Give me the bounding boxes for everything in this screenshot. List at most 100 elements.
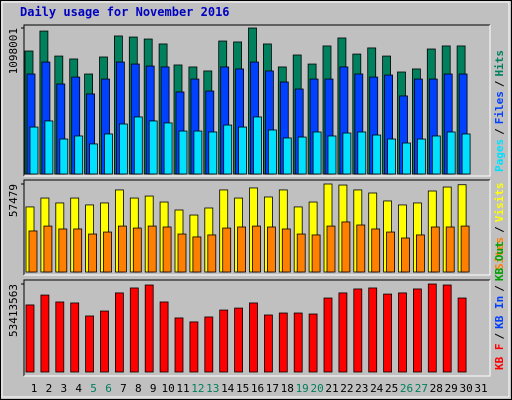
plot-bevel <box>23 24 490 176</box>
bar <box>147 225 157 273</box>
bar <box>387 138 397 175</box>
legend-entry: Hits <box>493 50 506 77</box>
bar <box>28 230 38 273</box>
x-tick-label: 11 <box>176 382 189 395</box>
bar <box>58 228 68 273</box>
bar <box>263 314 273 373</box>
bar <box>327 135 337 175</box>
bar <box>457 297 467 373</box>
bar <box>103 231 112 273</box>
x-tick-label: 7 <box>120 382 127 395</box>
legend-separator: / <box>493 226 506 233</box>
bar <box>427 283 437 373</box>
x-tick-label: 10 <box>161 382 174 395</box>
bar <box>312 131 322 175</box>
bar <box>296 233 306 273</box>
bar <box>368 287 378 373</box>
bar <box>371 228 381 273</box>
plot-bevel <box>24 25 491 177</box>
x-tick-label: 27 <box>415 382 428 395</box>
x-tick-label: 29 <box>445 382 458 395</box>
bar <box>323 297 333 373</box>
bar <box>59 138 69 175</box>
bar <box>207 234 217 273</box>
bar <box>442 284 452 373</box>
bar <box>193 130 203 175</box>
bar <box>342 132 352 175</box>
x-tick-label: 6 <box>105 382 112 395</box>
bar <box>178 130 188 175</box>
legend-entry: Sites <box>493 237 506 270</box>
bar <box>118 225 127 273</box>
x-tick-label: 21 <box>325 382 338 395</box>
bar <box>238 126 248 175</box>
x-tick-label: 23 <box>355 382 368 395</box>
legend-separator: / <box>493 333 506 340</box>
x-tick-label: 26 <box>400 382 413 395</box>
bar <box>129 287 139 373</box>
bar <box>223 124 233 175</box>
bar <box>249 302 258 373</box>
bar <box>445 226 455 273</box>
bar <box>308 313 318 373</box>
x-tick-label: 18 <box>281 382 294 395</box>
bar <box>159 301 169 373</box>
bar <box>144 284 154 373</box>
y-tick-label: 53413563 <box>7 284 20 337</box>
bar <box>311 234 321 273</box>
bar <box>55 301 65 373</box>
bar <box>252 225 261 273</box>
bar <box>44 120 54 175</box>
bar <box>253 116 262 175</box>
bar <box>326 225 336 273</box>
bar <box>297 136 307 175</box>
x-tick-label: 1 <box>31 382 38 395</box>
bar <box>104 133 113 175</box>
plot-bevel <box>24 180 491 276</box>
bar <box>204 316 214 373</box>
plot-bevel <box>23 179 490 275</box>
x-tick-label: 15 <box>236 382 249 395</box>
legend: KB F / KB In / KB Out <box>493 241 506 370</box>
bar <box>356 224 366 273</box>
x-tick-label: 19 <box>296 382 309 395</box>
bar <box>133 116 143 175</box>
legend: Sites / Visits <box>493 183 506 271</box>
bar <box>40 294 50 373</box>
legend: Pages / Files / Hits <box>493 50 506 172</box>
bar <box>29 126 39 175</box>
bar <box>398 292 407 373</box>
bar <box>430 226 440 273</box>
bar <box>402 142 411 175</box>
bar <box>341 221 351 273</box>
bar <box>189 321 199 373</box>
bar <box>89 143 98 175</box>
x-tick-label: 5 <box>90 382 97 395</box>
legend-entry: KB In <box>493 296 506 329</box>
x-tick-label: 24 <box>370 382 384 395</box>
bar <box>416 138 426 175</box>
bar <box>43 225 53 273</box>
bar <box>73 228 83 273</box>
legend-entry: Pages <box>493 139 506 172</box>
x-tick-label: 16 <box>251 382 264 395</box>
y-tick-label: 1098001 <box>7 28 20 74</box>
bar <box>431 135 441 175</box>
bar <box>461 133 471 175</box>
legend-entry: Files <box>493 91 506 124</box>
legend-entry: KB Out <box>493 241 506 281</box>
bar <box>372 134 382 175</box>
bar <box>278 312 288 373</box>
bar <box>338 292 348 373</box>
x-tick-label: 20 <box>310 382 323 395</box>
bar <box>163 122 173 175</box>
x-tick-label: 9 <box>150 382 157 395</box>
bar <box>70 302 80 373</box>
bar <box>266 226 276 273</box>
x-tick-label: 30 <box>459 382 472 395</box>
legend-entry: Visits <box>493 183 506 223</box>
x-tick-label: 31 <box>474 382 487 395</box>
bar <box>237 226 247 273</box>
bar <box>148 120 158 175</box>
